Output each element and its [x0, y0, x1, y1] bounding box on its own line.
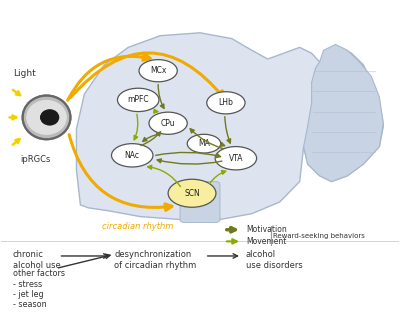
FancyArrowPatch shape: [69, 135, 172, 210]
Text: MCx: MCx: [150, 66, 166, 75]
Text: Light: Light: [13, 69, 36, 78]
Ellipse shape: [112, 143, 153, 167]
Ellipse shape: [139, 60, 177, 82]
Text: Reward-seeking behaviors: Reward-seeking behaviors: [273, 233, 365, 239]
Text: alcohol
use disorders: alcohol use disorders: [246, 250, 302, 269]
Ellipse shape: [118, 88, 159, 111]
Ellipse shape: [26, 100, 67, 135]
Text: desynchronization
of circadian rhythm: desynchronization of circadian rhythm: [114, 250, 196, 269]
Ellipse shape: [187, 134, 221, 153]
FancyBboxPatch shape: [180, 181, 220, 222]
Text: other factors
- stress
- jet leg
- season: other factors - stress - jet leg - seaso…: [13, 269, 65, 309]
Text: Movement: Movement: [246, 237, 286, 246]
Text: ipRGCs: ipRGCs: [20, 155, 50, 164]
Text: MA: MA: [198, 139, 210, 148]
Ellipse shape: [207, 92, 245, 114]
Text: Motivation: Motivation: [246, 225, 286, 234]
Ellipse shape: [168, 179, 216, 207]
FancyArrowPatch shape: [68, 54, 150, 100]
Polygon shape: [304, 45, 383, 181]
Ellipse shape: [215, 147, 257, 170]
Text: LHb: LHb: [218, 98, 233, 107]
Text: CPu: CPu: [161, 119, 176, 128]
Text: SCN: SCN: [184, 189, 200, 198]
Ellipse shape: [40, 110, 57, 125]
Text: circadian rhythm: circadian rhythm: [102, 222, 174, 231]
FancyArrowPatch shape: [70, 53, 224, 98]
Ellipse shape: [40, 109, 59, 126]
Ellipse shape: [149, 112, 187, 134]
Polygon shape: [76, 33, 383, 219]
Text: chronic
alcohol use: chronic alcohol use: [13, 250, 60, 269]
Ellipse shape: [23, 95, 70, 139]
Text: VTA: VTA: [229, 154, 243, 163]
Text: NAc: NAc: [125, 151, 140, 160]
Text: mPFC: mPFC: [128, 95, 149, 104]
